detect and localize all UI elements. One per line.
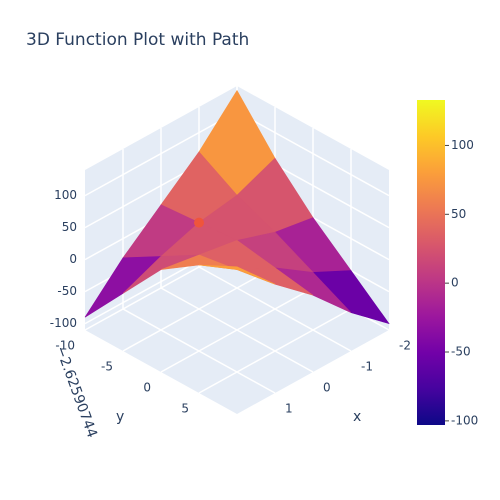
x-axis-title: x [353,409,361,425]
path-point [194,217,204,228]
z-tick-label: 0 [69,252,77,266]
grid-line [236,110,390,197]
colorbar-tick-label: -100 [451,413,478,427]
z-axis-title: −2.62590744 [52,344,100,440]
scene [84,86,390,414]
y-tick-label: 0 [143,381,151,395]
x-tick-label: 0 [323,381,331,395]
x-tick-label: 1 [285,402,293,416]
chart-title: 3D Function Plot with Path [26,30,249,50]
y-axis-title: y [116,409,124,425]
colorbar [417,100,445,425]
grid-line [160,287,314,373]
colorbar-tick-label: 50 [451,207,466,221]
z-tick-label: 100 [54,188,77,202]
surface-patch [198,264,276,285]
grid-line [198,308,352,394]
y-tick-label: -5 [101,360,113,374]
colorbar-tick-label: 100 [451,138,474,152]
z-tick-label: 50 [62,220,77,234]
y-tick-label: -10 [55,339,75,353]
grid-line [84,110,238,197]
z-tick-label: -100 [50,316,77,330]
x-tick-label: -2 [399,339,411,353]
y-tick-label: 5 [181,402,189,416]
grid-line [122,266,276,352]
colorbar-tick-label: -50 [451,345,471,359]
colorbar-tick-label: 0 [451,276,459,290]
x-tick-label: -1 [361,360,373,374]
z-tick-label: -50 [57,284,77,298]
